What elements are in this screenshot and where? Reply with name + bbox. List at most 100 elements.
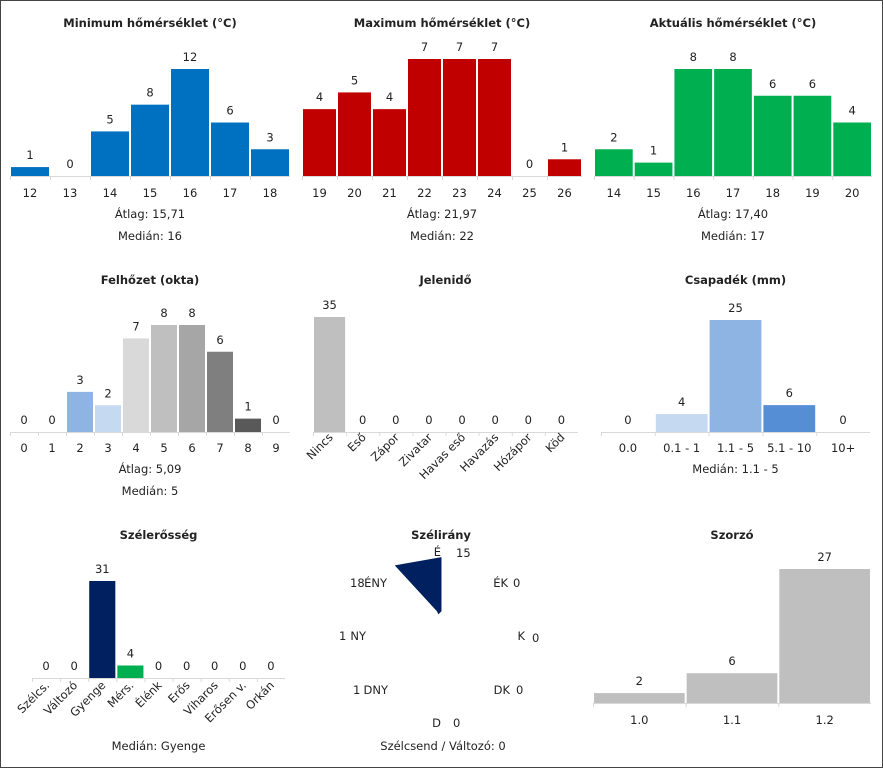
min-bar-5: [211, 122, 249, 176]
akt-bar-1: [634, 162, 673, 176]
min-bar-3: [131, 104, 169, 176]
szel-value-label-3: 4: [127, 646, 134, 660]
max-value-label-2: 4: [386, 90, 393, 104]
min-tick-label-6: 18: [263, 186, 278, 200]
csap-bar-3: [763, 405, 816, 432]
csap-title: Csapadék (mm): [685, 273, 786, 287]
szorzo-value-label-1: 6: [728, 654, 735, 668]
felho-value-label-4: 7: [132, 319, 139, 333]
max-bar-7: [548, 159, 581, 176]
max-title: Maximum hőmérséklet (°C): [354, 16, 531, 30]
max-tick-label-1: 20: [347, 186, 362, 200]
min-tick-label-5: 17: [223, 186, 238, 200]
szorzo-tick-label-2: 1.2: [816, 713, 834, 727]
szorzo-tick-label-1: 1.1: [723, 713, 741, 727]
akt-value-label-3: 8: [729, 50, 736, 64]
irany-dir-value-1: 0: [513, 576, 520, 590]
felho-tick-label-4: 4: [132, 441, 139, 455]
felho-tick-label-1: 1: [48, 441, 55, 455]
szel-tick-label-4: Élénk: [132, 677, 165, 710]
csap-bar-1: [655, 414, 708, 432]
jelen-value-label-2: 0: [392, 413, 399, 427]
csap-value-label-0: 0: [624, 413, 631, 427]
szel-tick-label-8: Orkán: [243, 678, 277, 712]
min-tick-label-1: 13: [63, 186, 78, 200]
szel-value-label-1: 0: [71, 659, 78, 673]
akt-stat-0: Átlag: 17,40: [698, 206, 768, 221]
felho-bar-8: [235, 418, 261, 432]
felho-title: Felhőzet (okta): [101, 273, 200, 287]
akt-bar-3: [714, 69, 752, 176]
szel-bar-2: [89, 581, 116, 678]
max-value-label-7: 1: [561, 140, 568, 154]
felho-value-label-7: 6: [216, 333, 223, 347]
max-stat-0: Átlag: 21,97: [407, 206, 477, 221]
jelen-bar-0: [314, 317, 346, 432]
min-bar-0: [11, 167, 49, 176]
irany-dir-value-4: 0: [453, 716, 460, 730]
max-bar-5: [478, 59, 511, 176]
min-value-label-2: 5: [106, 112, 113, 126]
max-value-label-5: 7: [491, 40, 498, 54]
szel-value-label-6: 0: [211, 659, 218, 673]
akt-tick-label-6: 20: [845, 186, 860, 200]
felho-tick-label-8: 8: [244, 441, 251, 455]
irany-dir-value-7: 18: [350, 576, 365, 590]
akt-value-label-5: 6: [809, 77, 816, 91]
felho-tick-label-3: 3: [104, 441, 111, 455]
felho-tick-label-2: 2: [76, 441, 83, 455]
akt-bar-4: [753, 95, 792, 176]
irany-dir-value-6: 1: [339, 629, 346, 643]
szel-title: Szélerősség: [120, 528, 198, 542]
jelen-tick-label-0: Nincs: [304, 430, 336, 462]
akt-value-label-1: 1: [650, 144, 657, 158]
min-value-label-6: 3: [266, 130, 273, 144]
irany-dir-value-5: 1: [353, 683, 360, 697]
irany-dir-label-3: DK: [494, 683, 511, 697]
csap-tick-label-4: 10+: [831, 441, 855, 455]
max-stat-1: Medián: 22: [410, 229, 474, 243]
szel-value-label-4: 0: [155, 659, 162, 673]
max-tick-label-5: 24: [487, 186, 502, 200]
jelen-value-label-3: 0: [425, 413, 432, 427]
akt-tick-label-4: 18: [765, 186, 780, 200]
felho-value-label-1: 0: [48, 413, 55, 427]
min-value-label-5: 6: [226, 104, 233, 118]
max-value-label-3: 7: [421, 40, 428, 54]
max-bar-4: [443, 59, 476, 176]
irany-dir-label-2: K: [517, 629, 525, 643]
jelen-value-label-4: 0: [458, 413, 465, 427]
felho-tick-label-9: 9: [272, 441, 279, 455]
akt-tick-label-2: 16: [686, 186, 701, 200]
irany-dir-label-5: DNY: [364, 683, 389, 697]
akt-bar-5: [793, 95, 832, 176]
akt-bar-0: [595, 149, 633, 176]
max-value-label-0: 4: [316, 90, 323, 104]
csap-value-label-2: 25: [728, 301, 743, 315]
irany-area: [394, 557, 442, 615]
min-tick-label-0: 12: [23, 186, 38, 200]
csap-value-label-3: 6: [786, 386, 793, 400]
max-tick-label-2: 21: [382, 186, 397, 200]
felho-bar-4: [123, 338, 149, 432]
max-bar-2: [373, 109, 406, 176]
max-value-label-6: 0: [526, 157, 533, 171]
felho-stat-1: Medián: 5: [122, 484, 179, 498]
min-stat-1: Medián: 16: [118, 229, 182, 243]
akt-bar-2: [674, 69, 713, 176]
min-value-label-3: 8: [146, 86, 153, 100]
irany-dir-value-2: 0: [532, 631, 539, 645]
akt-title: Aktuális hőmérséklet (°C): [650, 16, 817, 30]
akt-tick-label-1: 15: [646, 186, 661, 200]
csap-stat-0: Medián: 1.1 - 5: [692, 462, 778, 476]
szel-value-label-2: 31: [95, 562, 110, 576]
szorzo-title: Szorzó: [710, 528, 753, 542]
csap-bar-2: [709, 320, 762, 432]
min-value-label-4: 12: [183, 50, 198, 64]
max-value-label-4: 7: [456, 40, 463, 54]
csap-tick-label-0: 0.0: [619, 441, 637, 455]
felho-value-label-2: 3: [76, 373, 83, 387]
akt-tick-label-5: 19: [805, 186, 820, 200]
irany-dir-value-3: 0: [516, 683, 523, 697]
max-bar-0: [303, 109, 336, 176]
